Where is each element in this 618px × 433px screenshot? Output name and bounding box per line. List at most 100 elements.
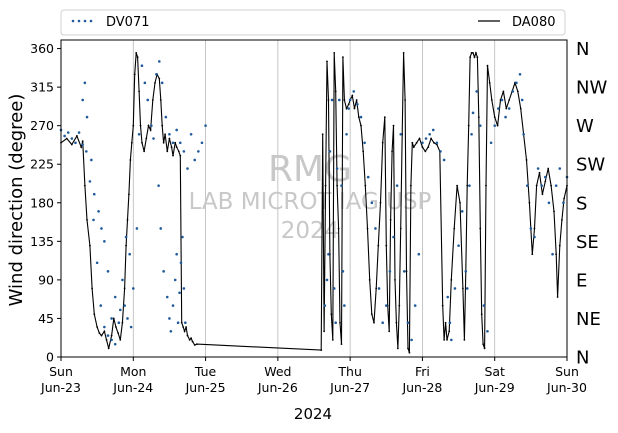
point-da080 <box>186 334 189 337</box>
point-dv071 <box>335 167 339 170</box>
point-da080 <box>139 124 142 127</box>
point-da080 <box>339 321 341 324</box>
point-dv071 <box>193 158 197 162</box>
point-da080 <box>154 81 156 84</box>
point-dv071 <box>450 338 453 342</box>
point-dv071 <box>328 150 332 153</box>
point-dv071 <box>334 321 337 325</box>
point-dv071 <box>126 317 129 320</box>
point-dv071 <box>493 124 497 127</box>
point-dv071 <box>341 270 345 273</box>
point-da080 <box>456 184 459 187</box>
point-da080 <box>161 124 164 127</box>
point-da080 <box>394 278 396 281</box>
compass-label: S <box>576 193 587 214</box>
legend-label-da080: DA080 <box>512 15 556 30</box>
point-dv071 <box>442 158 446 162</box>
y-axis-title: Wind direction (degree) <box>6 94 27 307</box>
point-dv071 <box>103 325 106 329</box>
watermark-line-1: RMG <box>268 149 352 190</box>
point-dv071 <box>106 334 110 337</box>
point-da080 <box>170 146 173 148</box>
point-dv071 <box>388 270 392 273</box>
point-da080 <box>547 167 550 170</box>
point-da080 <box>366 227 369 230</box>
point-dv071 <box>162 270 165 273</box>
x-tick-day: Wed <box>264 364 291 379</box>
point-da080 <box>516 90 519 93</box>
point-da080 <box>166 150 169 153</box>
point-da080 <box>81 140 84 142</box>
point-dv071 <box>529 227 533 230</box>
point-dv071 <box>159 227 163 230</box>
point-dv071 <box>520 98 524 102</box>
y-tick-label: 90 <box>38 272 54 287</box>
point-dv071 <box>100 227 103 230</box>
point-da080 <box>323 330 326 333</box>
point-da080 <box>453 227 456 230</box>
point-dv071 <box>171 141 175 145</box>
point-dv071 <box>200 141 204 145</box>
point-dv071 <box>489 141 493 145</box>
point-da080 <box>488 81 491 84</box>
point-da080 <box>462 287 464 290</box>
point-dv071 <box>128 252 131 256</box>
point-da080 <box>395 321 398 324</box>
point-da080 <box>190 337 193 340</box>
point-da080 <box>183 330 186 333</box>
x-tick-day: Tue <box>194 364 217 379</box>
point-dv071 <box>66 131 70 134</box>
y-tick-label: 45 <box>38 311 54 326</box>
point-da080 <box>405 270 408 273</box>
point-dv071 <box>137 132 141 136</box>
point-dv071 <box>399 132 403 136</box>
point-da080 <box>418 137 421 140</box>
point-da080 <box>179 154 182 157</box>
x-tick-day: Thu <box>337 364 361 379</box>
point-dv071 <box>518 72 522 76</box>
point-dv071 <box>448 321 452 325</box>
point-dv071 <box>431 128 435 132</box>
watermark-line-2: LAB MICROT IAG USP <box>189 189 432 215</box>
point-dv071 <box>179 261 183 265</box>
point-dv071 <box>99 304 103 307</box>
point-da080 <box>164 133 166 136</box>
point-da080 <box>175 146 178 148</box>
point-dv071 <box>395 184 399 187</box>
point-dv071 <box>182 287 186 290</box>
point-da080 <box>368 278 371 281</box>
point-dv071 <box>562 201 565 205</box>
point-dv071 <box>81 98 84 102</box>
point-dv071 <box>173 278 177 282</box>
y-axis: 0 45 90 135 180 225 270 315 360 <box>30 41 61 365</box>
point-da080 <box>485 184 487 187</box>
point-dv071 <box>106 270 110 273</box>
point-dv071 <box>356 102 359 106</box>
compass-label: N <box>576 39 589 60</box>
point-dv071 <box>428 132 431 136</box>
watermark-line-3: 2024 <box>281 218 340 244</box>
point-da080 <box>112 317 115 320</box>
point-dv071 <box>347 107 350 110</box>
point-dv071 <box>370 201 374 205</box>
point-da080 <box>490 99 493 101</box>
point-da080 <box>473 56 476 59</box>
x-tick-date: Jun-29 <box>474 380 515 395</box>
point-dv071 <box>74 141 77 145</box>
point-dv071 <box>536 167 540 170</box>
point-da080 <box>121 321 124 324</box>
point-da080 <box>80 146 83 148</box>
point-da080 <box>544 180 547 183</box>
point-da080 <box>404 99 406 101</box>
point-dv071 <box>547 201 551 205</box>
point-da080 <box>480 313 483 316</box>
x-tick-date: Jun-28 <box>401 380 442 395</box>
point-da080 <box>408 351 411 354</box>
point-da080 <box>345 107 348 110</box>
point-dv071 <box>158 60 161 63</box>
point-dv071 <box>486 329 489 333</box>
point-dv071 <box>181 235 184 239</box>
point-da080 <box>180 321 183 324</box>
point-da080 <box>533 227 536 230</box>
point-dv071 <box>169 329 173 333</box>
